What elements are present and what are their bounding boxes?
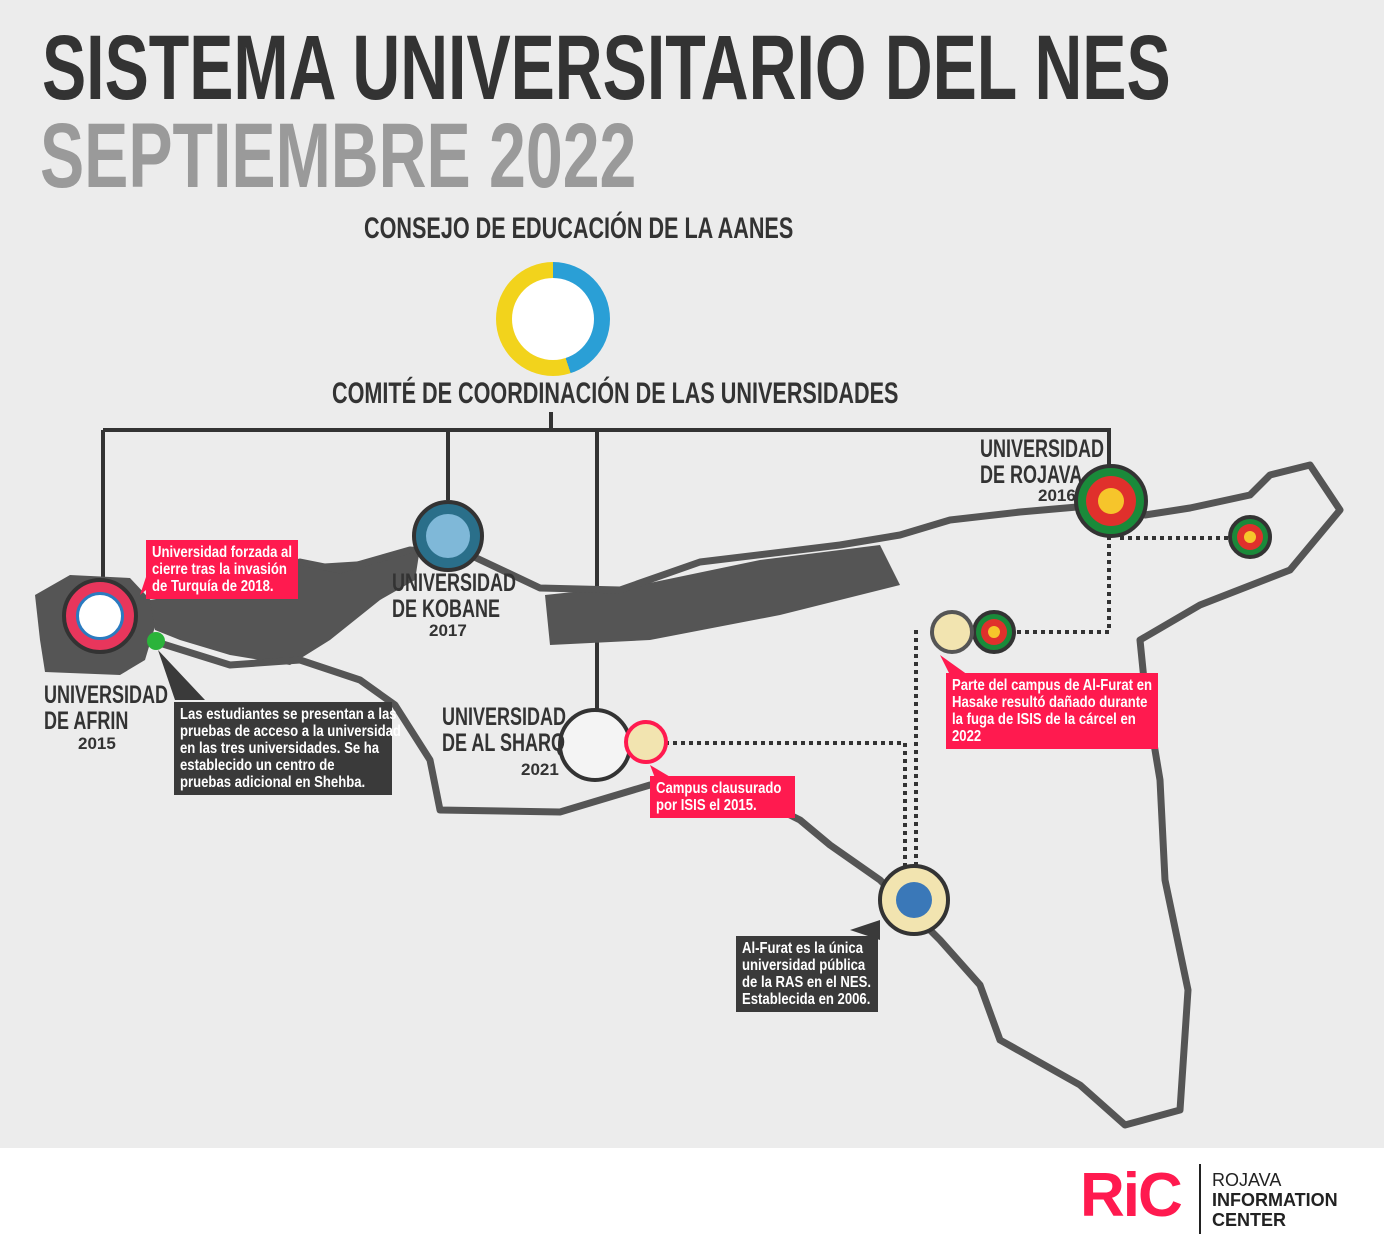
ric-name: ROJAVA INFORMATION CENTER <box>1212 1170 1338 1230</box>
nes-border <box>148 461 1344 1129</box>
kobane-university-label: UNIVERSIDAD DE KOBANE <box>392 569 517 623</box>
callout-pointer-hasake <box>940 655 968 675</box>
footer: RiC ROJAVA INFORMATION CENTER <box>0 1148 1384 1251</box>
kobane-university-logo <box>412 500 484 572</box>
callout-pointer-shehba <box>158 650 205 700</box>
hasake-campus-note: Parte del campus de Al-Furat en Hasake re… <box>946 673 1158 749</box>
shehba-kobane-region <box>150 548 420 665</box>
rojava-university-label: UNIVERSIDAD DE ROJAVA <box>980 435 1105 489</box>
rojava-university-logo <box>1074 464 1148 538</box>
al-sharq-year: 2021 <box>521 760 559 779</box>
afrin-university-logo <box>62 578 138 654</box>
page-title: SISTEMA UNIVERSITARIO DEL NES <box>42 17 1171 119</box>
rojava-university-branch-logo <box>1228 515 1272 559</box>
shehba-test-center-dot <box>147 632 165 650</box>
committee-heading: COMITÉ DE COORDINACIÓN DE LAS UNIVERSIDA… <box>332 377 899 410</box>
ric-logo: RiC <box>1080 1161 1183 1230</box>
afrin-closure-note: Universidad forzada al cierre tras la inv… <box>146 540 298 599</box>
org-lines <box>101 412 1111 712</box>
al-sharq-university-label: UNIVERSIDAD DE AL SHARQ <box>442 703 567 757</box>
al-furat-university-logo <box>878 864 950 936</box>
afrin-year: 2015 <box>78 734 116 753</box>
raqqa-campus-note: Campus clausurado por ISIS el 2015. <box>650 776 795 818</box>
footer-divider <box>1199 1164 1201 1234</box>
connector-dotted-lines <box>665 520 1228 870</box>
afrin-university-label: UNIVERSIDAD DE AFRIN <box>44 681 169 735</box>
callout-pointer-alfurat <box>850 920 880 940</box>
rojava-year: 2016 <box>1038 486 1076 505</box>
aanes-council-logo <box>496 262 610 376</box>
al-furat-raqqa-logo <box>624 720 668 764</box>
al-furat-note: Al-Furat es la única universidad pública d… <box>736 936 878 1012</box>
rojava-university-hasake-logo <box>972 610 1016 654</box>
al-furat-hasake-logo <box>930 610 974 654</box>
euphrates-region <box>545 545 900 645</box>
page-subtitle: SEPTIEMBRE 2022 <box>40 105 637 207</box>
shehba-note: Las estudiantes se presentan a las prueba… <box>174 702 401 795</box>
kobane-year: 2017 <box>429 621 467 640</box>
callout-pointer-raqqa <box>650 765 672 778</box>
council-heading: CONSEJO DE EDUCACIÓN DE LA AANES <box>364 212 794 245</box>
